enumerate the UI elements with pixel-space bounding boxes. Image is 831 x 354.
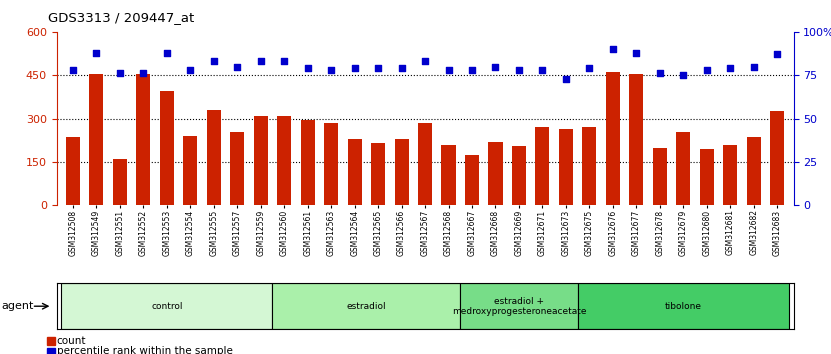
Point: [231, 64, 244, 69]
Point: [676, 73, 690, 78]
Bar: [578, 283, 789, 329]
Bar: [90, 74, 103, 205]
Point: [489, 64, 502, 69]
Bar: [324, 123, 338, 205]
Bar: [465, 155, 479, 205]
Bar: [653, 148, 666, 205]
Bar: [230, 132, 244, 205]
Point: [348, 65, 361, 71]
Point: [66, 67, 80, 73]
Point: [559, 76, 573, 81]
Point: [90, 50, 103, 56]
Point: [113, 71, 126, 76]
Bar: [347, 139, 361, 205]
Bar: [460, 283, 578, 329]
Bar: [207, 110, 221, 205]
Bar: [535, 127, 549, 205]
Bar: [770, 112, 784, 205]
Bar: [747, 137, 760, 205]
Bar: [371, 143, 385, 205]
Bar: [184, 136, 197, 205]
Bar: [723, 144, 737, 205]
Point: [465, 67, 479, 73]
Point: [630, 50, 643, 56]
Text: GDS3313 / 209447_at: GDS3313 / 209447_at: [48, 11, 194, 24]
Bar: [278, 116, 291, 205]
Point: [301, 65, 314, 71]
Point: [371, 65, 385, 71]
Bar: [489, 142, 503, 205]
Bar: [273, 283, 460, 329]
Point: [700, 67, 713, 73]
Bar: [418, 123, 432, 205]
Bar: [676, 132, 691, 205]
Bar: [629, 74, 643, 205]
Bar: [66, 137, 80, 205]
Point: [419, 58, 432, 64]
Point: [653, 71, 666, 76]
Point: [606, 46, 619, 52]
Bar: [301, 120, 315, 205]
Point: [747, 64, 760, 69]
Point: [512, 67, 525, 73]
Text: count: count: [57, 336, 86, 346]
Text: control: control: [151, 302, 183, 311]
Bar: [559, 129, 573, 205]
Point: [160, 50, 174, 56]
Point: [254, 58, 268, 64]
Point: [583, 65, 596, 71]
Bar: [160, 91, 174, 205]
Point: [770, 52, 784, 57]
Bar: [113, 159, 127, 205]
Bar: [606, 72, 620, 205]
Text: percentile rank within the sample: percentile rank within the sample: [57, 346, 233, 354]
Point: [207, 58, 220, 64]
Bar: [441, 144, 455, 205]
Bar: [583, 127, 597, 205]
Bar: [136, 74, 150, 205]
Point: [395, 65, 408, 71]
Text: estradiol: estradiol: [347, 302, 386, 311]
Text: estradiol +
medroxyprogesteroneacetate: estradiol + medroxyprogesteroneacetate: [452, 297, 586, 316]
Point: [325, 67, 338, 73]
Point: [724, 65, 737, 71]
Bar: [253, 116, 268, 205]
Point: [442, 67, 455, 73]
Point: [137, 71, 150, 76]
Bar: [395, 139, 409, 205]
Point: [278, 58, 291, 64]
Bar: [61, 283, 273, 329]
Bar: [512, 146, 526, 205]
Text: tibolone: tibolone: [665, 302, 701, 311]
Bar: [700, 149, 714, 205]
Point: [536, 67, 549, 73]
Text: agent: agent: [2, 301, 34, 311]
Point: [184, 67, 197, 73]
